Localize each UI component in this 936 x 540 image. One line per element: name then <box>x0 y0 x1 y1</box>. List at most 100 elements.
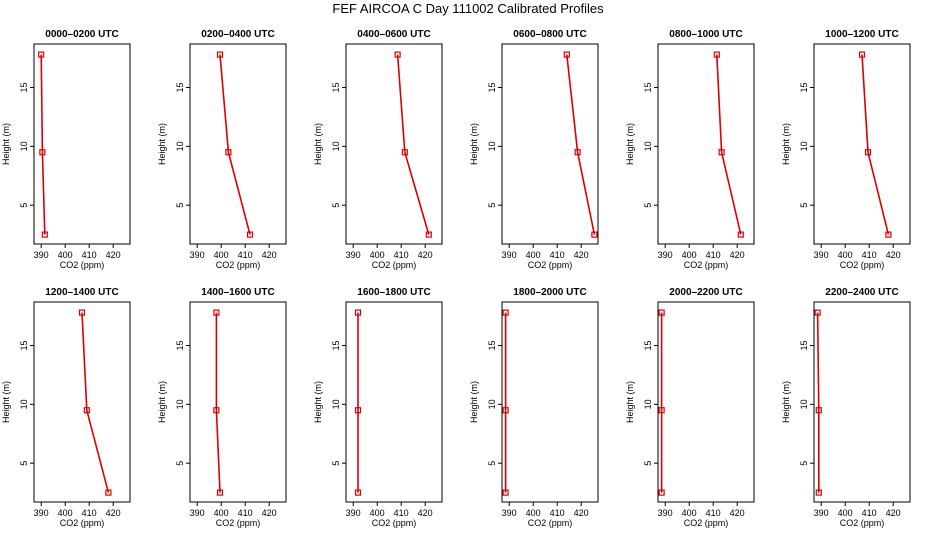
x-tick-label: 400 <box>214 508 229 518</box>
x-tick-label: 410 <box>82 508 97 518</box>
y-tick-label: 15 <box>19 83 29 93</box>
y-tick-label: 15 <box>799 83 809 93</box>
profile-line <box>716 54 742 235</box>
data-point <box>815 407 822 414</box>
x-tick-label: 400 <box>526 508 541 518</box>
y-tick-label: 5 <box>19 203 29 208</box>
profile-line <box>81 312 110 493</box>
data-point <box>213 309 220 316</box>
data-point <box>658 309 665 316</box>
panel-title: 0200–0400 UTC <box>201 29 274 40</box>
x-tick-label: 420 <box>574 250 589 260</box>
profile-line <box>566 54 596 235</box>
y-tick-label: 15 <box>175 83 185 93</box>
data-point <box>858 51 866 58</box>
panel-7: 1200–1400 UTC 390 400 410 420 5 10 15 CO2 (ppm) H… <box>1 287 131 528</box>
data-point <box>213 407 220 414</box>
data-point <box>83 407 90 414</box>
data-point <box>574 149 581 156</box>
plot-frame <box>345 301 443 503</box>
x-tick-label: 400 <box>58 508 73 518</box>
x-tick-label: 410 <box>862 508 877 518</box>
x-tick-label: 420 <box>418 508 433 518</box>
panel-3: 0400–0600 UTC 390 400 410 420 5 10 15 CO2 (ppm) H… <box>313 29 443 270</box>
x-tick-label: 390 <box>34 250 49 260</box>
x-tick-label: 410 <box>238 250 253 260</box>
x-tick-label: 400 <box>214 250 229 260</box>
data-point <box>225 149 232 156</box>
x-axis-label: CO2 (ppm) <box>684 260 729 270</box>
profile-line <box>215 312 221 493</box>
y-axis-label: Height (m) <box>1 381 11 423</box>
y-axis-label: Height (m) <box>469 381 479 423</box>
profile-line <box>861 54 890 235</box>
y-tick-label: 15 <box>331 83 341 93</box>
data-point <box>41 231 48 238</box>
x-tick-label: 410 <box>706 250 721 260</box>
x-tick-label: 390 <box>502 250 517 260</box>
panel-title: 1000–1200 UTC <box>825 29 898 40</box>
y-tick-label: 10 <box>643 141 653 151</box>
plot-frame <box>345 43 443 245</box>
plot-frame <box>501 301 599 503</box>
x-tick-label: 420 <box>106 508 121 518</box>
x-tick-label: 400 <box>58 250 73 260</box>
x-tick-label: 390 <box>34 508 49 518</box>
y-axis-label: Height (m) <box>157 381 167 423</box>
y-tick-label: 15 <box>487 83 497 93</box>
x-tick-label: 420 <box>106 250 121 260</box>
x-axis-label: CO2 (ppm) <box>372 260 417 270</box>
x-tick-label: 420 <box>262 250 277 260</box>
x-tick-label: 420 <box>886 508 901 518</box>
y-tick-label: 10 <box>799 399 809 409</box>
x-axis-label: CO2 (ppm) <box>528 260 573 270</box>
data-point <box>38 51 45 58</box>
data-point <box>713 51 720 58</box>
x-axis-label: CO2 (ppm) <box>528 518 573 528</box>
panel-title: 1600–1800 UTC <box>357 287 430 298</box>
x-tick-label: 420 <box>730 250 745 260</box>
plot-frame <box>33 301 131 503</box>
x-tick-label: 410 <box>394 250 409 260</box>
data-point <box>737 231 744 238</box>
panel-4: 0600–0800 UTC 390 400 410 420 5 10 15 CO2 (ppm) H… <box>469 29 599 270</box>
y-tick-label: 5 <box>331 203 341 208</box>
data-point <box>814 309 821 316</box>
x-tick-label: 420 <box>574 508 589 518</box>
y-axis-label: Height (m) <box>469 123 479 165</box>
y-tick-label: 5 <box>643 203 653 208</box>
x-tick-label: 410 <box>394 508 409 518</box>
x-axis-label: CO2 (ppm) <box>372 518 417 528</box>
data-point <box>502 309 509 316</box>
panel-10: 1800–2000 UTC 390 400 410 420 5 10 15 CO2 (ppm) H… <box>469 287 599 528</box>
panel-2: 0200–0400 UTC 390 400 410 420 5 10 15 CO2 (ppm) H… <box>157 29 287 270</box>
y-tick-label: 10 <box>487 399 497 409</box>
panel-title: 1200–1400 UTC <box>45 287 118 298</box>
x-tick-label: 400 <box>370 250 385 260</box>
y-tick-label: 5 <box>487 461 497 466</box>
y-axis-label: Height (m) <box>1 123 11 165</box>
x-axis-label: CO2 (ppm) <box>216 260 261 270</box>
x-tick-label: 390 <box>190 250 205 260</box>
data-point <box>591 231 598 238</box>
profile-line <box>816 312 820 493</box>
x-tick-label: 400 <box>682 508 697 518</box>
x-tick-label: 410 <box>550 508 565 518</box>
data-point <box>354 309 362 316</box>
data-point <box>105 489 112 496</box>
panel-title: 0400–0600 UTC <box>357 29 430 40</box>
plot-frame <box>33 43 131 245</box>
y-axis-label: Height (m) <box>157 123 167 165</box>
data-point <box>718 149 725 156</box>
x-tick-label: 390 <box>658 508 673 518</box>
data-point <box>394 51 401 58</box>
x-tick-label: 390 <box>190 508 205 518</box>
profile-line <box>396 54 430 235</box>
y-tick-label: 10 <box>643 399 653 409</box>
y-tick-label: 15 <box>799 341 809 351</box>
x-axis-label: CO2 (ppm) <box>840 518 885 528</box>
data-point <box>815 489 822 496</box>
y-axis-label: Height (m) <box>625 381 635 423</box>
data-point <box>864 149 872 156</box>
panel-1: 0000–0200 UTC 390 400 410 420 5 10 15 CO2 (ppm) H… <box>1 29 131 270</box>
